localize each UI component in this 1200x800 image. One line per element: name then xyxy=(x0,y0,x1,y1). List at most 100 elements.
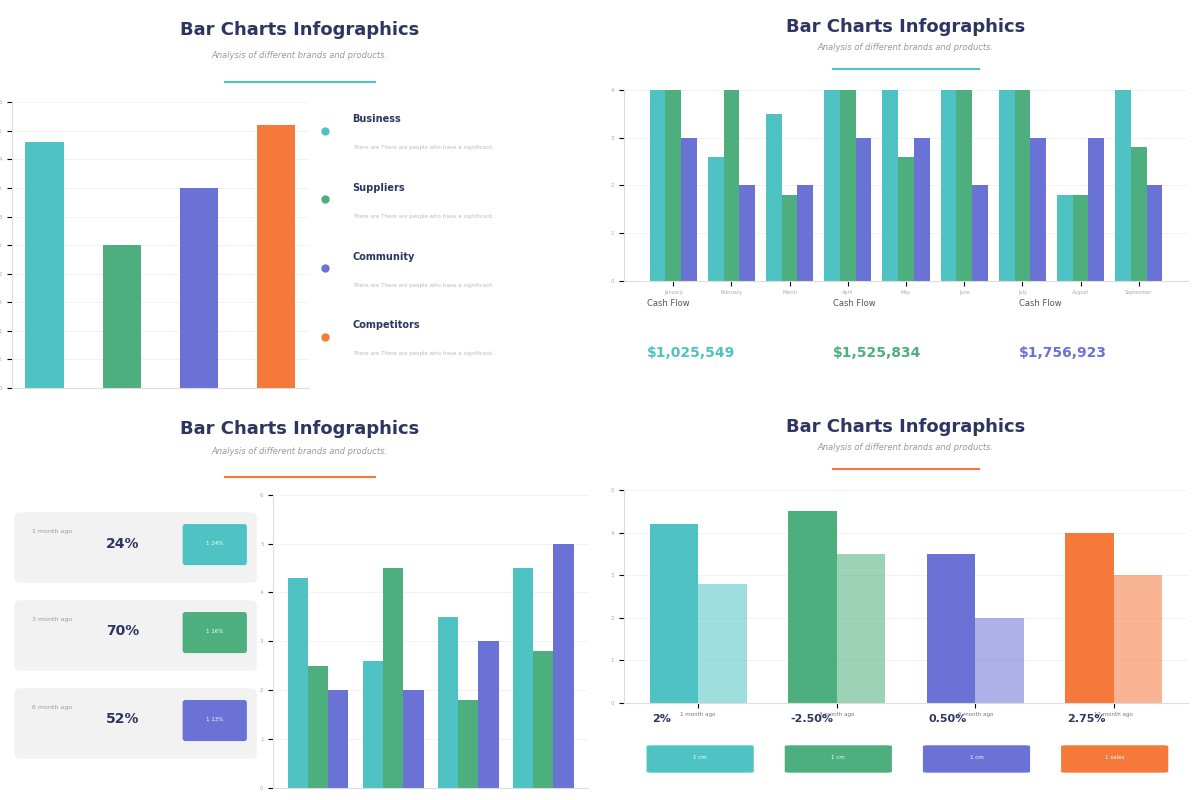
Text: Analysis of different brands and products.: Analysis of different brands and product… xyxy=(818,442,994,452)
Text: 2.75%: 2.75% xyxy=(1067,714,1105,724)
Text: Bar Charts Infographics: Bar Charts Infographics xyxy=(786,18,1026,36)
Text: Analysis of different brands and products.: Analysis of different brands and product… xyxy=(818,42,994,52)
Bar xyxy=(781,195,798,281)
Bar xyxy=(788,511,836,702)
Bar xyxy=(288,578,308,788)
Text: $1,756,923: $1,756,923 xyxy=(1019,346,1106,360)
Bar xyxy=(698,583,746,702)
Bar xyxy=(403,690,424,788)
Bar xyxy=(882,76,898,281)
Bar xyxy=(458,700,479,788)
Text: 70%: 70% xyxy=(106,625,139,638)
Bar xyxy=(1073,195,1088,281)
Bar xyxy=(898,157,914,281)
Text: 1 month ago: 1 month ago xyxy=(31,529,72,534)
Text: Bar Charts Infographics: Bar Charts Infographics xyxy=(180,419,420,438)
Bar xyxy=(976,618,1024,702)
Text: 52%: 52% xyxy=(106,713,139,726)
Bar xyxy=(682,138,697,281)
Text: There are There are people who have a significant.: There are There are people who have a si… xyxy=(353,146,493,150)
Text: 1 cm: 1 cm xyxy=(694,755,707,760)
Bar xyxy=(438,617,458,788)
FancyBboxPatch shape xyxy=(1061,746,1169,773)
FancyBboxPatch shape xyxy=(182,612,247,653)
Text: 1 24%: 1 24% xyxy=(206,541,223,546)
Bar xyxy=(533,651,553,788)
Bar xyxy=(1115,76,1130,281)
Text: 1 13%: 1 13% xyxy=(206,717,223,722)
Text: 7%: 7% xyxy=(113,680,131,690)
Bar xyxy=(102,245,142,388)
Bar xyxy=(1066,533,1114,702)
Text: 14%: 14% xyxy=(263,680,289,690)
Bar xyxy=(766,114,781,281)
Text: Suppliers: Suppliers xyxy=(353,183,406,193)
Bar xyxy=(383,568,403,788)
Bar xyxy=(914,138,930,281)
Bar xyxy=(308,666,328,788)
Bar xyxy=(553,544,574,788)
Bar xyxy=(1031,138,1046,281)
FancyBboxPatch shape xyxy=(14,600,257,670)
Text: 1 sales: 1 sales xyxy=(1105,755,1124,760)
Text: -2.50%: -2.50% xyxy=(791,714,833,724)
Bar xyxy=(998,66,1014,281)
FancyBboxPatch shape xyxy=(182,524,247,565)
Text: 1 cm: 1 cm xyxy=(970,755,983,760)
Text: 24%: 24% xyxy=(106,537,139,550)
Bar xyxy=(840,76,856,281)
Bar xyxy=(362,661,383,788)
Bar xyxy=(25,142,64,388)
Bar xyxy=(665,76,682,281)
Text: Cash Flow: Cash Flow xyxy=(647,299,689,308)
Bar xyxy=(1014,66,1031,281)
Text: There are There are people who have a significant.: There are There are people who have a si… xyxy=(353,282,493,288)
Bar xyxy=(856,138,871,281)
Text: 10%: 10% xyxy=(186,680,212,690)
FancyBboxPatch shape xyxy=(14,688,257,758)
Bar xyxy=(798,186,814,281)
Bar xyxy=(739,186,755,281)
Text: Analysis of different brands and products.: Analysis of different brands and product… xyxy=(212,447,388,456)
Text: 3 month ago: 3 month ago xyxy=(31,617,72,622)
Text: Bar Charts Infographics: Bar Charts Infographics xyxy=(786,418,1026,436)
Bar xyxy=(257,125,295,388)
Bar xyxy=(724,66,739,281)
Bar xyxy=(708,157,724,281)
Bar xyxy=(956,66,972,281)
Text: Cash Flow: Cash Flow xyxy=(833,299,875,308)
Bar xyxy=(941,66,956,281)
Text: 2%: 2% xyxy=(653,714,671,724)
Bar xyxy=(1130,147,1147,281)
Text: $1,525,834: $1,525,834 xyxy=(833,346,922,360)
Bar xyxy=(180,188,218,388)
Text: Cash Flow: Cash Flow xyxy=(1019,299,1062,308)
Bar xyxy=(824,71,840,281)
Bar xyxy=(1057,195,1073,281)
Bar xyxy=(512,568,533,788)
Text: 6 month ago: 6 month ago xyxy=(31,705,72,710)
Text: There are There are people who have a significant.: There are There are people who have a si… xyxy=(353,214,493,219)
Text: $1,025,549: $1,025,549 xyxy=(647,346,734,360)
FancyBboxPatch shape xyxy=(182,700,247,741)
Bar xyxy=(972,186,988,281)
Bar xyxy=(649,524,698,702)
Text: Analysis of different brands and products.: Analysis of different brands and product… xyxy=(212,51,388,60)
FancyBboxPatch shape xyxy=(14,512,257,582)
Text: Community: Community xyxy=(353,251,415,262)
Bar xyxy=(328,690,348,788)
FancyBboxPatch shape xyxy=(785,746,892,773)
Text: Business: Business xyxy=(353,114,401,124)
Bar xyxy=(479,642,499,788)
Text: 0.50%: 0.50% xyxy=(929,714,967,724)
Bar xyxy=(1147,186,1163,281)
Bar xyxy=(836,554,886,702)
Text: 1 16%: 1 16% xyxy=(206,629,223,634)
Text: There are There are people who have a significant.: There are There are people who have a si… xyxy=(353,351,493,356)
FancyBboxPatch shape xyxy=(923,746,1030,773)
Text: Bar Charts Infographics: Bar Charts Infographics xyxy=(180,21,420,39)
Text: Competitors: Competitors xyxy=(353,320,420,330)
Bar xyxy=(1114,575,1163,702)
FancyBboxPatch shape xyxy=(647,746,754,773)
Bar xyxy=(1088,138,1104,281)
